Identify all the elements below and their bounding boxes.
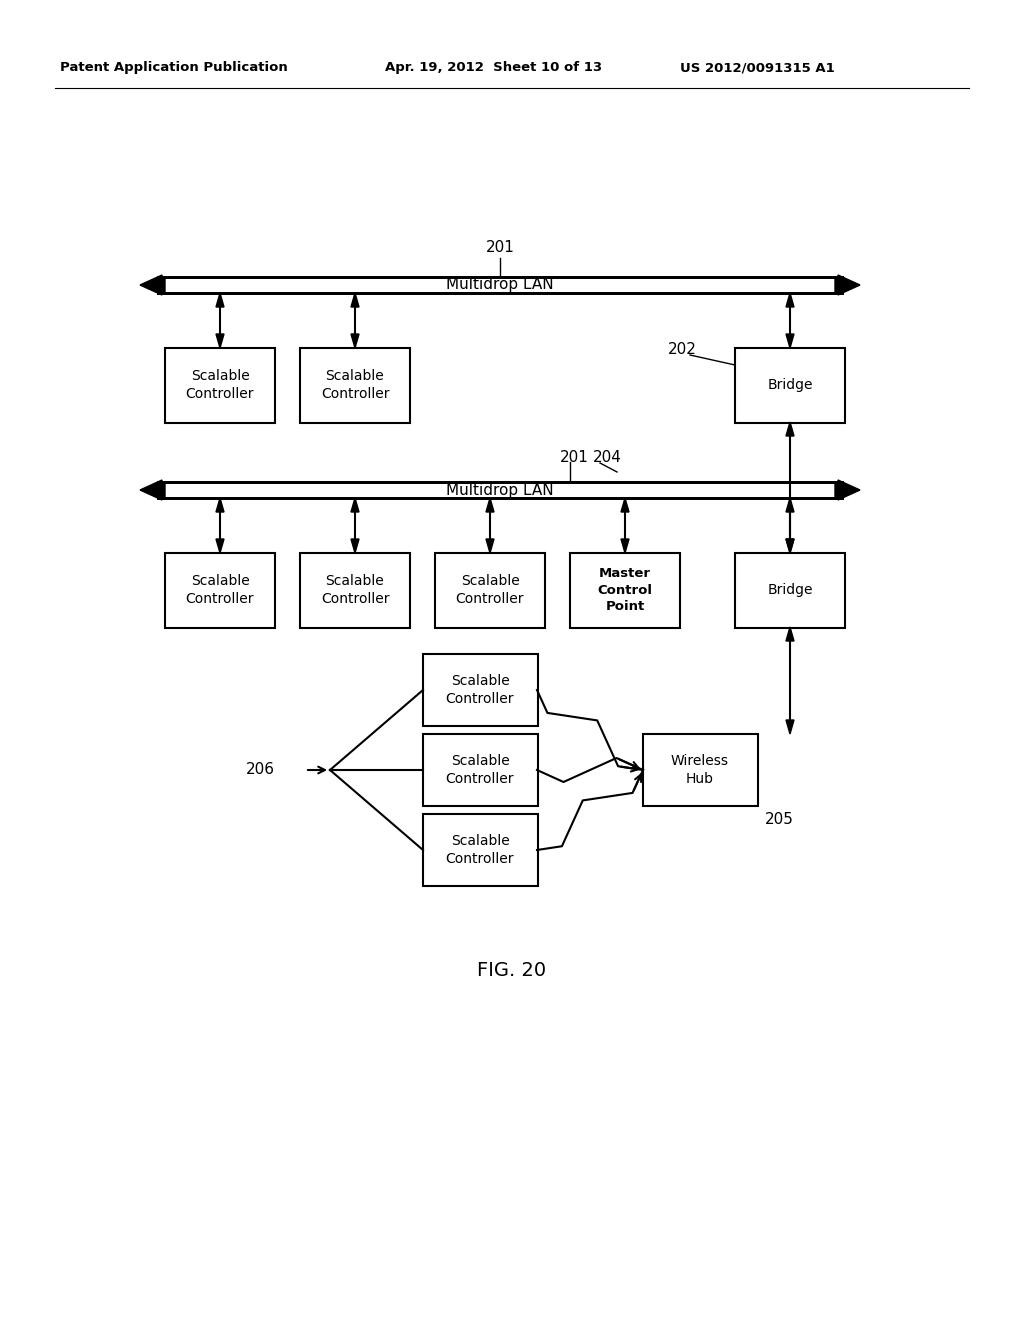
Bar: [735, 347, 845, 422]
Text: Scalable
Controller: Scalable Controller: [456, 574, 524, 606]
FancyArrow shape: [351, 293, 359, 308]
Text: Scalable
Controller: Scalable Controller: [321, 574, 389, 606]
FancyArrow shape: [486, 498, 494, 512]
Text: 201: 201: [560, 450, 589, 465]
Text: Scalable
Controller: Scalable Controller: [185, 574, 254, 606]
Text: Multidrop LAN: Multidrop LAN: [446, 277, 554, 293]
FancyArrow shape: [786, 627, 794, 642]
FancyArrow shape: [351, 539, 359, 553]
FancyArrow shape: [216, 498, 224, 512]
FancyArrow shape: [216, 293, 224, 308]
Text: Scalable
Controller: Scalable Controller: [321, 370, 389, 401]
FancyArrow shape: [786, 539, 794, 553]
Text: Scalable
Controller: Scalable Controller: [445, 754, 514, 785]
Bar: [165, 347, 275, 422]
Bar: [300, 553, 410, 627]
Text: 204: 204: [593, 450, 622, 466]
Text: Scalable
Controller: Scalable Controller: [185, 370, 254, 401]
Bar: [642, 734, 758, 807]
FancyArrow shape: [786, 539, 794, 553]
Text: Apr. 19, 2012  Sheet 10 of 13: Apr. 19, 2012 Sheet 10 of 13: [385, 62, 602, 74]
Text: Master
Control
Point: Master Control Point: [597, 568, 652, 612]
FancyArrow shape: [216, 334, 224, 348]
Text: Bridge: Bridge: [767, 378, 813, 392]
Text: 205: 205: [765, 813, 794, 828]
FancyArrow shape: [786, 334, 794, 348]
Bar: [423, 814, 538, 886]
Text: Scalable
Controller: Scalable Controller: [445, 834, 514, 866]
FancyArrow shape: [351, 334, 359, 348]
Text: Patent Application Publication: Patent Application Publication: [60, 62, 288, 74]
FancyArrow shape: [786, 422, 794, 436]
Text: 206: 206: [246, 763, 275, 777]
FancyArrow shape: [835, 275, 860, 294]
FancyArrow shape: [621, 539, 629, 553]
FancyArrow shape: [140, 275, 165, 294]
Text: Multidrop LAN: Multidrop LAN: [446, 483, 554, 498]
Bar: [423, 734, 538, 807]
FancyArrow shape: [835, 480, 860, 500]
Text: Scalable
Controller: Scalable Controller: [445, 675, 514, 706]
Text: 201: 201: [485, 240, 514, 256]
FancyArrow shape: [786, 293, 794, 308]
Bar: [300, 347, 410, 422]
FancyArrow shape: [486, 539, 494, 553]
FancyArrow shape: [621, 498, 629, 512]
FancyArrow shape: [786, 498, 794, 512]
Text: US 2012/0091315 A1: US 2012/0091315 A1: [680, 62, 835, 74]
FancyArrow shape: [216, 539, 224, 553]
Text: Bridge: Bridge: [767, 583, 813, 597]
Text: 202: 202: [668, 342, 697, 358]
FancyArrow shape: [786, 719, 794, 734]
FancyArrow shape: [140, 480, 165, 500]
Bar: [423, 653, 538, 726]
Text: FIG. 20: FIG. 20: [477, 961, 547, 979]
FancyArrow shape: [351, 498, 359, 512]
Bar: [570, 553, 680, 627]
Bar: [435, 553, 545, 627]
Bar: [735, 553, 845, 627]
Bar: [165, 553, 275, 627]
Text: Wireless
Hub: Wireless Hub: [671, 754, 729, 785]
